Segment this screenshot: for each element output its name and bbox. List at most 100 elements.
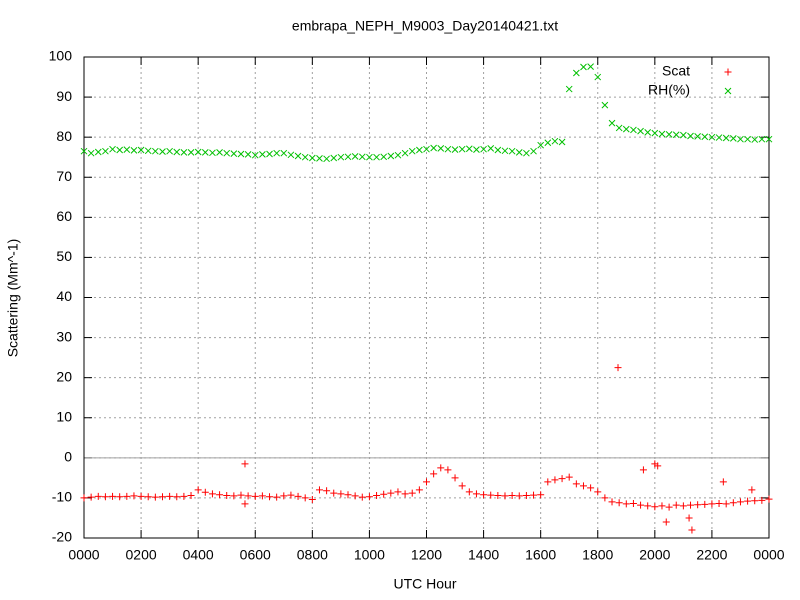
point [158,493,166,501]
point [758,135,766,143]
point [608,119,616,127]
point [708,133,716,141]
point [544,139,552,147]
point [287,491,295,499]
point [266,150,273,158]
point [116,493,124,501]
x-tick-label: 1000 [354,547,385,563]
point [358,153,366,161]
point [223,149,231,157]
point [694,501,702,509]
point [651,129,659,137]
y-tick-label: 10 [56,408,72,424]
point [530,147,537,155]
point [408,147,416,155]
point [694,133,701,140]
point [330,489,338,497]
point [323,487,331,495]
point [458,145,466,153]
point [80,147,88,155]
point [615,124,623,132]
point [715,500,723,508]
point [109,145,116,153]
point [337,153,345,161]
point [637,127,644,135]
point [687,132,694,140]
point [494,146,502,154]
point [688,526,696,534]
point [594,488,602,496]
point [480,491,488,499]
point [751,136,759,143]
point [387,489,395,497]
y-tick-label: 100 [49,48,73,64]
point [244,151,252,158]
point [601,494,609,502]
point [765,135,773,143]
point [401,490,409,498]
point [751,497,759,505]
point [230,150,238,157]
point [473,146,480,153]
point [744,135,751,143]
point [130,492,138,500]
point [109,492,117,500]
point [423,145,430,153]
point [144,147,152,155]
y-tick-label: 0 [64,449,72,465]
point [744,497,752,505]
point [351,492,359,500]
point [201,149,209,156]
point [572,480,580,488]
point [451,146,459,153]
point [458,482,466,490]
point [373,492,381,500]
point [722,500,730,508]
point [180,492,188,500]
point [423,478,430,486]
legend-label: RH(%) [648,82,690,98]
y-tick-label: 20 [56,368,72,384]
point [430,470,438,478]
point [216,149,223,156]
y-tick-label: -20 [52,529,72,545]
point [366,153,373,161]
point [415,486,423,494]
point [194,148,202,156]
point [629,500,637,508]
point [719,478,727,486]
point [123,146,131,153]
point [658,130,666,138]
point [522,492,530,500]
point [173,148,181,156]
y-tick-label: 90 [56,88,72,104]
point [258,492,266,500]
point [102,147,109,155]
point [765,495,773,503]
point [280,492,288,500]
point [244,492,252,500]
y-axis-label: Scattering (Mm^-1) [5,239,21,358]
point [587,63,594,70]
point [380,153,388,161]
point [266,493,274,501]
point [208,490,216,498]
point [80,494,88,502]
point [223,492,231,500]
chart-title: embrapa_NEPH_M9003_Day20140421.txt [292,18,558,34]
point [737,135,744,143]
point [465,145,473,153]
point [380,490,388,498]
point [123,492,131,500]
point [637,501,645,509]
point [729,135,737,142]
point [679,502,687,510]
point [565,473,573,481]
point [216,491,224,499]
point [736,498,744,506]
x-tick-label: 0200 [126,547,157,563]
point [166,492,174,500]
x-tick-label: 0400 [183,547,214,563]
point [394,151,402,159]
point [401,149,409,157]
